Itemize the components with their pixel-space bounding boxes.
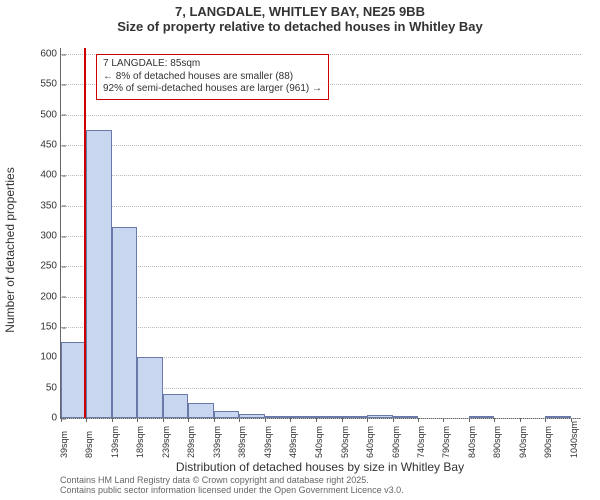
y-tick-label: 200	[23, 291, 61, 302]
x-tick-mark	[316, 418, 317, 422]
y-tick-label: 250	[23, 261, 61, 272]
histogram-bar	[316, 416, 341, 418]
y-tick-label: 400	[23, 170, 61, 181]
x-tick-label: 189sqm	[135, 426, 145, 458]
x-tick-label: 940sqm	[518, 426, 528, 458]
histogram-bar	[545, 416, 570, 418]
histogram-bar	[367, 415, 392, 418]
chart-footer: Contains HM Land Registry data © Crown c…	[60, 476, 580, 496]
x-tick-label: 489sqm	[288, 426, 298, 458]
histogram-bar	[214, 411, 239, 418]
y-tick-label: 350	[23, 200, 61, 211]
x-tick-mark	[214, 418, 215, 422]
x-tick-mark	[112, 418, 113, 422]
x-tick-label: 990sqm	[543, 426, 553, 458]
annotation-line-3: 92% of semi-detached houses are larger (…	[103, 83, 322, 96]
x-tick-mark	[239, 418, 240, 422]
x-tick-label: 640sqm	[365, 426, 375, 458]
x-tick-label: 840sqm	[467, 426, 477, 458]
x-tick-label: 790sqm	[441, 426, 451, 458]
histogram-bar	[137, 357, 162, 418]
footer-line-2: Contains public sector information licen…	[60, 486, 580, 496]
gridline-h	[61, 175, 581, 176]
x-tick-mark	[443, 418, 444, 422]
x-tick-label: 540sqm	[314, 426, 324, 458]
histogram-bar	[342, 416, 367, 418]
x-tick-label: 339sqm	[212, 426, 222, 458]
x-tick-mark	[520, 418, 521, 422]
x-tick-label: 740sqm	[416, 426, 426, 458]
plot-area: 05010015020025030035040045050055060039sq…	[60, 48, 581, 419]
x-tick-label: 239sqm	[161, 426, 171, 458]
histogram-bar	[239, 414, 264, 418]
histogram-bar	[290, 416, 315, 418]
x-tick-label: 289sqm	[186, 426, 196, 458]
chart-container: 7, LANGDALE, WHITLEY BAY, NE25 9BB Size …	[0, 0, 600, 500]
x-tick-mark	[188, 418, 189, 422]
histogram-bar	[61, 342, 86, 418]
x-tick-mark	[342, 418, 343, 422]
y-tick-label: 0	[23, 413, 61, 424]
gridline-h	[61, 297, 581, 298]
annotation-line-1: 7 LANGDALE: 85sqm	[103, 58, 322, 71]
x-tick-mark	[290, 418, 291, 422]
x-tick-label: 1040sqm	[569, 421, 579, 458]
annotation-box: 7 LANGDALE: 85sqm← 8% of detached houses…	[96, 54, 329, 100]
y-tick-label: 150	[23, 322, 61, 333]
x-tick-label: 89sqm	[84, 431, 94, 458]
x-tick-mark	[137, 418, 138, 422]
x-tick-mark	[494, 418, 495, 422]
chart-title: 7, LANGDALE, WHITLEY BAY, NE25 9BB	[0, 4, 600, 19]
x-tick-label: 389sqm	[237, 426, 247, 458]
x-tick-mark	[418, 418, 419, 422]
x-tick-label: 690sqm	[391, 426, 401, 458]
y-tick-label: 100	[23, 352, 61, 363]
x-tick-label: 39sqm	[59, 431, 69, 458]
chart-subtitle: Size of property relative to detached ho…	[0, 19, 600, 34]
x-tick-mark	[61, 418, 62, 422]
property-marker-line	[84, 48, 86, 418]
y-tick-label: 550	[23, 79, 61, 90]
annotation-line-2: ← 8% of detached houses are smaller (88)	[103, 71, 322, 84]
x-tick-mark	[265, 418, 266, 422]
histogram-bar	[163, 394, 188, 418]
x-tick-mark	[367, 418, 368, 422]
gridline-h	[61, 266, 581, 267]
x-tick-mark	[393, 418, 394, 422]
histogram-bar	[393, 416, 418, 418]
x-tick-label: 139sqm	[110, 426, 120, 458]
gridline-h	[61, 145, 581, 146]
x-tick-mark	[545, 418, 546, 422]
histogram-bar	[112, 227, 137, 418]
y-axis-label: Number of detached properties	[3, 167, 17, 332]
x-tick-mark	[163, 418, 164, 422]
y-tick-label: 50	[23, 382, 61, 393]
histogram-bar	[469, 416, 494, 418]
y-tick-label: 300	[23, 231, 61, 242]
histogram-bar	[265, 416, 290, 418]
gridline-h	[61, 236, 581, 237]
y-tick-label: 450	[23, 140, 61, 151]
y-tick-label: 600	[23, 49, 61, 60]
x-tick-mark	[86, 418, 87, 422]
x-axis-label: Distribution of detached houses by size …	[60, 460, 580, 474]
title-block: 7, LANGDALE, WHITLEY BAY, NE25 9BB Size …	[0, 4, 600, 34]
gridline-h	[61, 418, 581, 419]
histogram-bar	[188, 403, 213, 418]
gridline-h	[61, 115, 581, 116]
gridline-h	[61, 327, 581, 328]
y-tick-label: 500	[23, 109, 61, 120]
x-tick-label: 439sqm	[263, 426, 273, 458]
histogram-bar	[86, 130, 111, 418]
x-tick-mark	[469, 418, 470, 422]
gridline-h	[61, 206, 581, 207]
x-tick-label: 890sqm	[492, 426, 502, 458]
x-tick-label: 590sqm	[340, 426, 350, 458]
